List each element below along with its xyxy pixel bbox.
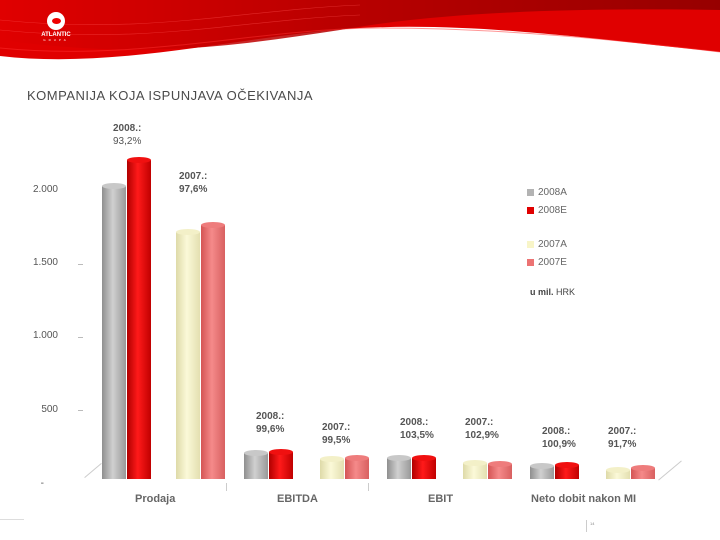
legend-swatch-icon [527, 240, 534, 248]
page-title: KOMPANIJA KOJA ISPUNJAVA OČEKIVANJA [27, 88, 313, 103]
category-ebitda: EBITDA [277, 493, 318, 505]
annotation-year: 2007.: [465, 417, 494, 428]
annotation-prodaja-2007: 2007.: 97,6% [179, 170, 207, 196]
legend-label: 2007A [538, 239, 567, 250]
bar-neto-2008A [530, 463, 554, 479]
unit-label: u mil. HRK [530, 287, 575, 297]
unit-bold: u mil. [530, 287, 554, 297]
bar-neto-2008E [555, 462, 579, 479]
annotation-year: 2008.: [400, 417, 429, 428]
category-ebit: EBIT [428, 493, 454, 505]
category-neto-dobit: Neto dobit nakon MI [531, 493, 637, 505]
ytick-1500: 1.500 [32, 257, 58, 268]
category-prodaja: Prodaja [135, 493, 176, 505]
legend-swatch-icon [527, 258, 534, 266]
bar-ebit-2007E [488, 461, 512, 479]
bar-ebitda-2008E [269, 449, 293, 479]
category-separator [226, 483, 227, 491]
legend-swatch-icon [527, 206, 534, 214]
annotation-value: 99,6% [256, 424, 285, 435]
annotation-ebitda-2008: 2008.: 99,6% [256, 410, 284, 436]
annotation-year: 2008.: [113, 123, 142, 134]
unit-currency: HRK [556, 287, 576, 297]
legend-label: 2007E [538, 257, 567, 268]
annotation-ebit-2007: 2007.: 102,9% [465, 416, 499, 442]
annotation-value: 91,7% [608, 439, 637, 450]
annotation-value: 93,2% [113, 136, 142, 147]
bar-prodaja-2007E [201, 222, 225, 479]
atlantic-logo: ATLANTIC GRUPA [36, 12, 76, 52]
bar-ebitda-2007E [345, 455, 369, 479]
brand-sub: GRUPA [43, 38, 69, 42]
legend-item-2007A: 2007A [527, 239, 567, 250]
ytick-mark [78, 337, 83, 338]
annotation-ebitda-2007: 2007.: 99,5% [322, 421, 350, 447]
bar-ebit-2008A [387, 455, 411, 479]
legend-label: 2008E [538, 205, 567, 216]
annotation-value: 99,5% [322, 435, 351, 446]
annotation-prodaja-2008: 2008.: 93,2% [113, 122, 141, 148]
bar-ebitda-2007A [320, 456, 344, 479]
header-banner [0, 0, 720, 60]
legend-swatch-icon [527, 188, 534, 196]
annotation-neto-2007: 2007.: 91,7% [608, 425, 636, 451]
brand-name: ATLANTIC [41, 32, 71, 38]
annotation-year: 2008.: [256, 411, 285, 422]
bar-neto-2007A [606, 467, 630, 479]
legend-item-2008A: 2008A [527, 187, 567, 198]
annotation-value: 102,9% [465, 430, 499, 441]
annotation-value: 100,9% [542, 439, 576, 450]
legend-item-2008E: 2008E [527, 205, 567, 216]
bar-prodaja-2007A [176, 229, 200, 479]
annotation-year: 2008.: [542, 426, 571, 437]
ytick-0: - [40, 478, 44, 489]
footer-line [0, 519, 24, 520]
bar-ebit-2008E [412, 455, 436, 479]
page-number: 14 [590, 521, 595, 526]
annotation-ebit-2008: 2008.: 103,5% [400, 416, 434, 442]
annotation-value: 97,6% [179, 184, 208, 195]
ytick-2000: 2.000 [32, 184, 58, 195]
axis-floor-edge [84, 463, 102, 478]
annotation-year: 2007.: [179, 171, 208, 182]
page-separator [586, 520, 587, 532]
category-separator [368, 483, 369, 491]
ytick-1000: 1.000 [32, 330, 58, 341]
legend-item-2007E: 2007E [527, 257, 567, 268]
annotation-neto-2008: 2008.: 100,9% [542, 425, 576, 451]
ytick-500: 500 [41, 404, 58, 415]
bar-prodaja-2008E [127, 157, 151, 479]
axis-floor-edge [658, 460, 682, 481]
bar-neto-2007E [631, 465, 655, 479]
bar-prodaja-2008A [102, 183, 126, 479]
legend-label: 2008A [538, 187, 567, 198]
annotation-year: 2007.: [322, 422, 351, 433]
wave-icon [47, 12, 65, 30]
annotation-year: 2007.: [608, 426, 637, 437]
bar-ebitda-2008A [244, 450, 268, 479]
bar-ebit-2007A [463, 460, 487, 479]
ytick-mark [78, 410, 83, 411]
ytick-mark [78, 264, 83, 265]
annotation-value: 103,5% [400, 430, 434, 441]
